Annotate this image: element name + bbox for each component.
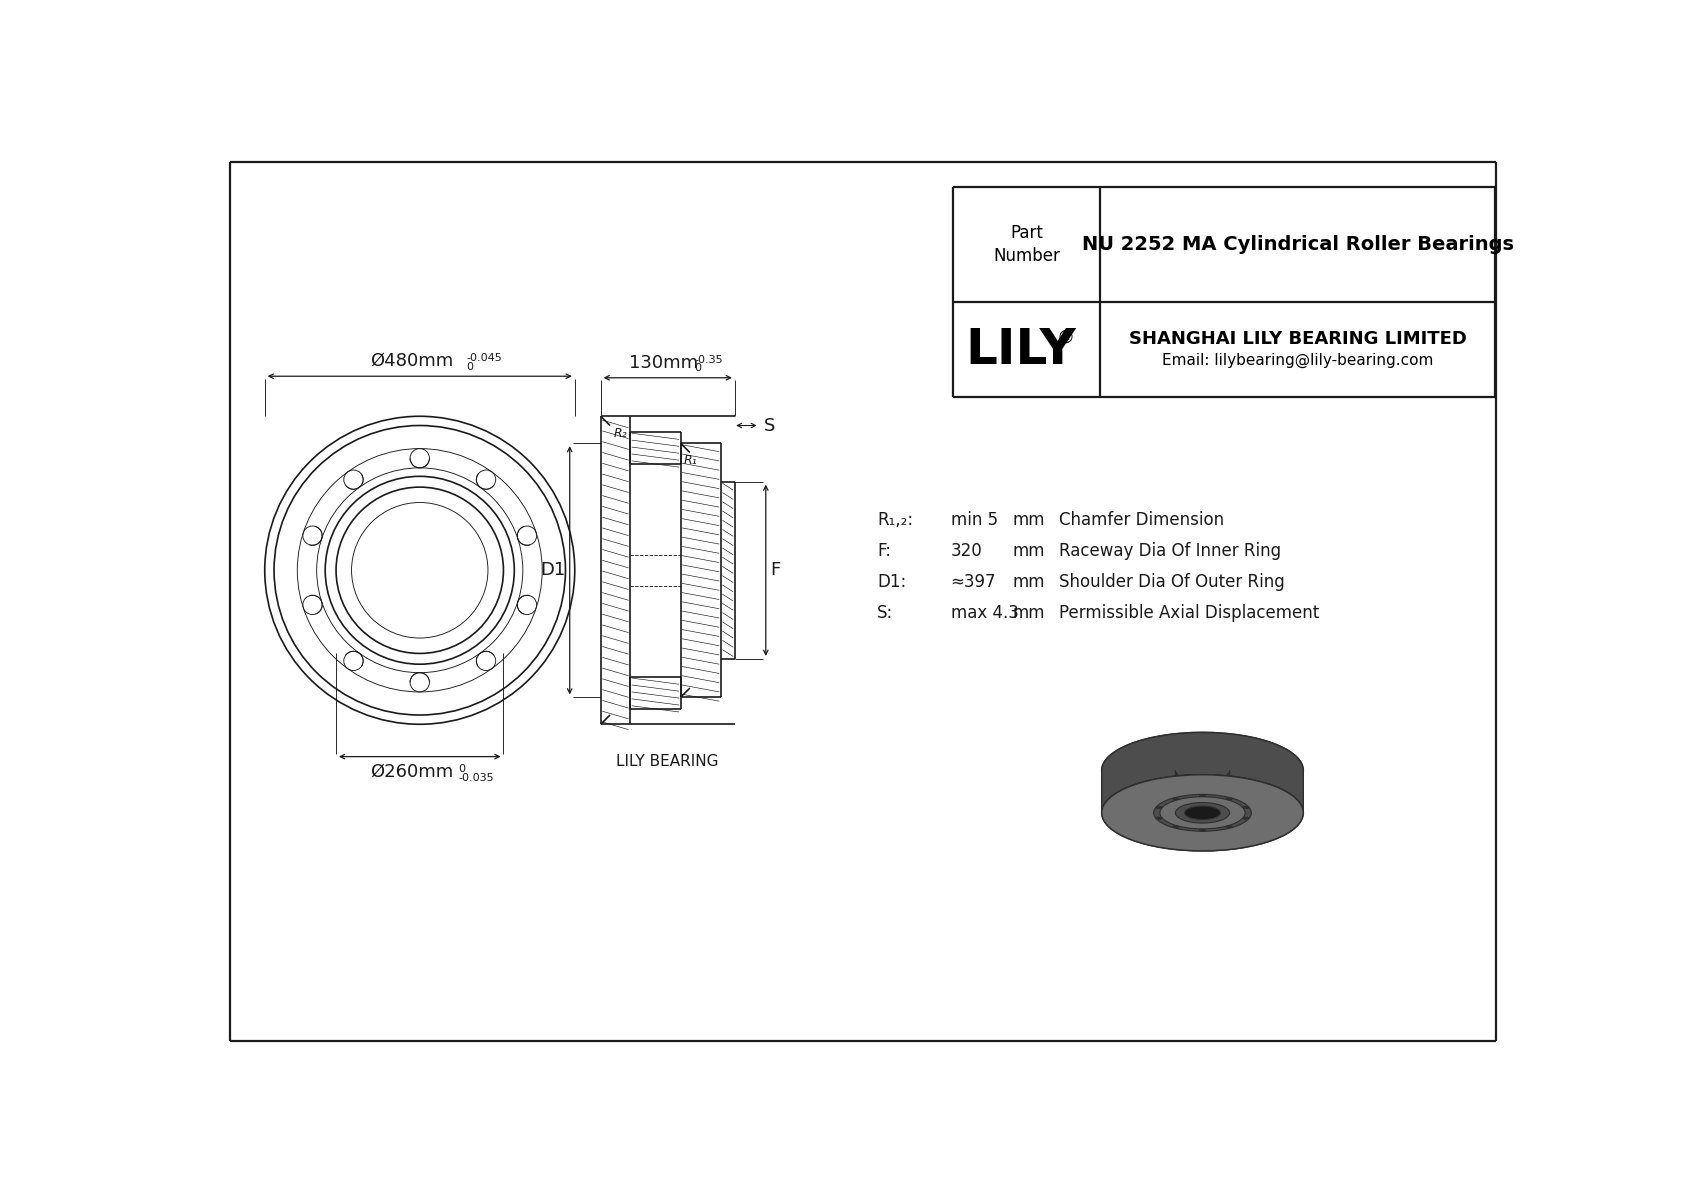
Ellipse shape xyxy=(1199,794,1206,797)
Text: Ø480mm: Ø480mm xyxy=(370,353,453,370)
Text: Part
Number: Part Number xyxy=(994,224,1059,266)
Text: F:: F: xyxy=(877,542,891,560)
Text: min 5: min 5 xyxy=(951,511,997,529)
Text: -0.035: -0.035 xyxy=(458,773,493,782)
Ellipse shape xyxy=(1101,775,1303,850)
Text: S:: S: xyxy=(877,604,893,622)
Text: 320: 320 xyxy=(951,542,982,560)
Ellipse shape xyxy=(1175,803,1229,823)
Text: Shoulder Dia Of Outer Ring: Shoulder Dia Of Outer Ring xyxy=(1059,573,1285,591)
Text: 0: 0 xyxy=(466,362,473,372)
Text: Chamfer Dimension: Chamfer Dimension xyxy=(1059,511,1224,529)
Ellipse shape xyxy=(1155,806,1162,809)
Ellipse shape xyxy=(1199,829,1206,831)
Text: NU 2252 MA Cylindrical Roller Bearings: NU 2252 MA Cylindrical Roller Bearings xyxy=(1081,235,1514,254)
Text: Ø260mm: Ø260mm xyxy=(370,762,453,781)
Text: mm: mm xyxy=(1012,542,1046,560)
Text: D1:: D1: xyxy=(877,573,906,591)
Text: LILY: LILY xyxy=(965,325,1076,374)
Text: -0.045: -0.045 xyxy=(466,354,502,363)
Text: 130mm: 130mm xyxy=(630,354,699,372)
Ellipse shape xyxy=(1172,825,1179,828)
Ellipse shape xyxy=(1155,817,1162,819)
Ellipse shape xyxy=(1226,825,1233,828)
Ellipse shape xyxy=(1154,794,1251,831)
Text: 0: 0 xyxy=(458,765,465,774)
Ellipse shape xyxy=(1226,798,1233,800)
Text: -0.35: -0.35 xyxy=(694,355,722,364)
Text: S: S xyxy=(765,417,776,435)
Text: D1: D1 xyxy=(541,561,566,579)
Text: mm: mm xyxy=(1012,511,1046,529)
Text: mm: mm xyxy=(1012,604,1046,622)
Text: F: F xyxy=(771,561,781,579)
Text: Email: lilybearing@lily-bearing.com: Email: lilybearing@lily-bearing.com xyxy=(1162,353,1433,368)
Text: Permissible Axial Displacement: Permissible Axial Displacement xyxy=(1059,604,1319,622)
Ellipse shape xyxy=(1101,775,1303,850)
Text: R₂: R₂ xyxy=(613,428,626,439)
Polygon shape xyxy=(1101,732,1303,812)
Text: mm: mm xyxy=(1012,573,1046,591)
Text: ®: ® xyxy=(1056,329,1074,347)
Ellipse shape xyxy=(1101,732,1303,809)
Ellipse shape xyxy=(1160,754,1244,786)
Ellipse shape xyxy=(1243,806,1250,809)
Ellipse shape xyxy=(1160,797,1244,829)
Text: Raceway Dia Of Inner Ring: Raceway Dia Of Inner Ring xyxy=(1059,542,1282,560)
Text: ≈397: ≈397 xyxy=(951,573,997,591)
Text: max 4.3: max 4.3 xyxy=(951,604,1019,622)
Text: LILY BEARING: LILY BEARING xyxy=(616,754,719,768)
Ellipse shape xyxy=(1243,817,1250,819)
Text: R₁: R₁ xyxy=(684,454,697,467)
Text: R₁,₂:: R₁,₂: xyxy=(877,511,913,529)
Text: 0: 0 xyxy=(694,363,701,373)
Text: SHANGHAI LILY BEARING LIMITED: SHANGHAI LILY BEARING LIMITED xyxy=(1128,330,1467,348)
Ellipse shape xyxy=(1184,806,1221,819)
Ellipse shape xyxy=(1172,798,1179,800)
Polygon shape xyxy=(1175,771,1229,823)
